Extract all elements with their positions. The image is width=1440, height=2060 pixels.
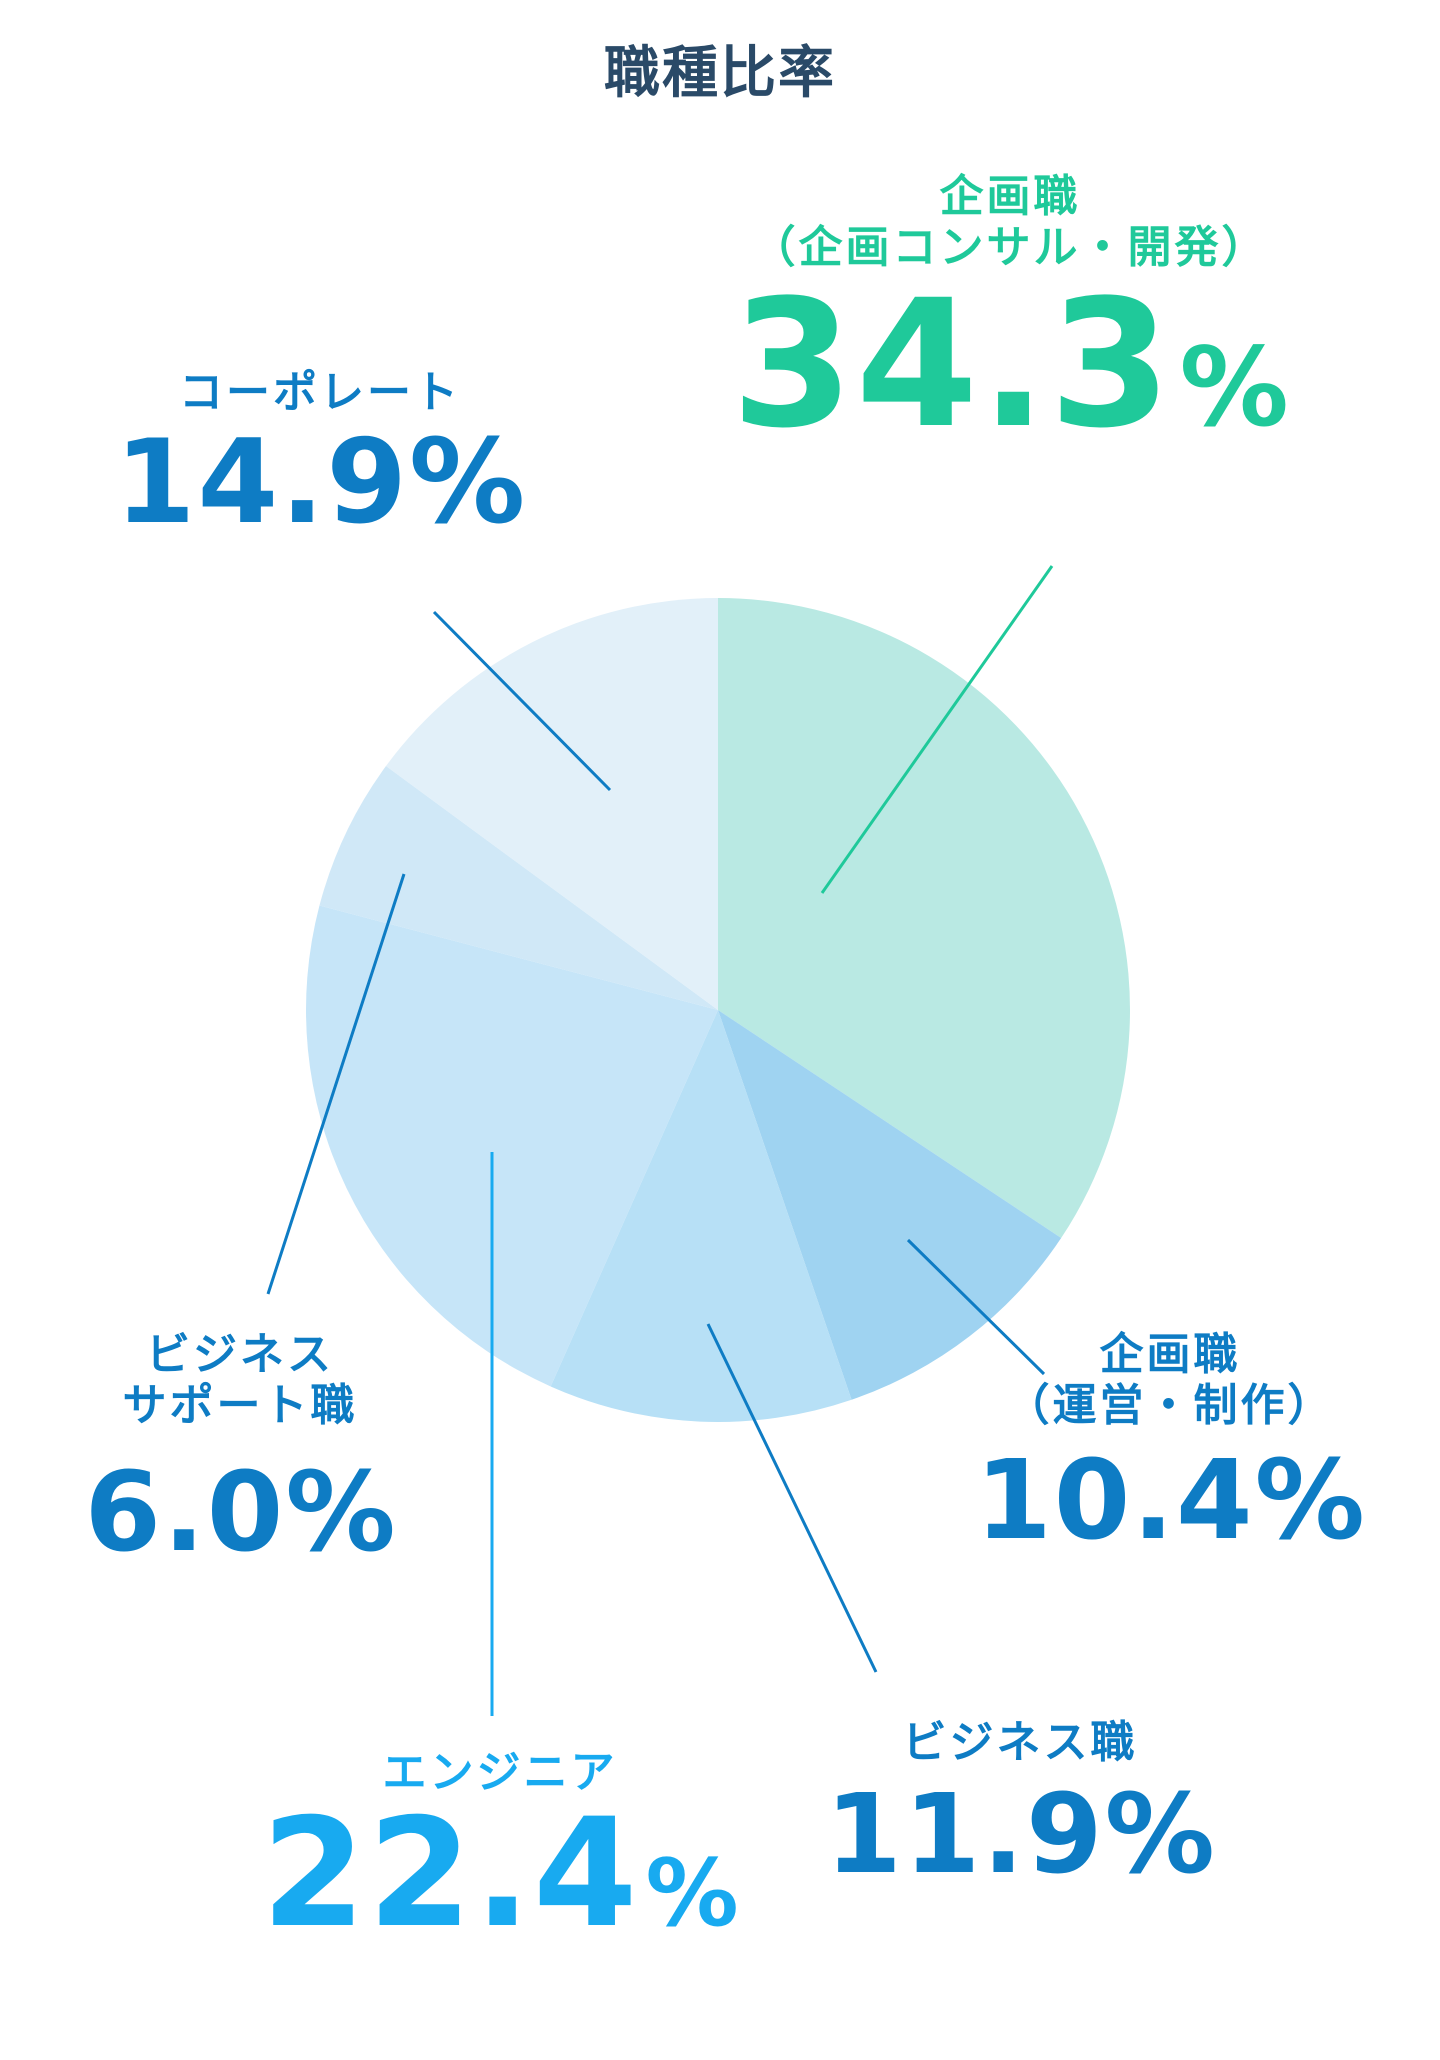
pie-slice-business-support (319, 766, 718, 1010)
slice-name-sub: （企画コンサル・開発） (751, 221, 1269, 273)
pie-slice-business (550, 1010, 852, 1423)
pie-slice-planning-operations (718, 1010, 1062, 1400)
slice-name: 企画職 (939, 171, 1081, 222)
slice-value: 34.3% (660, 277, 1360, 453)
slice-value: 11.9% (760, 1779, 1280, 1889)
slice-value-number: 14.9 (114, 414, 409, 550)
pie-slices (306, 598, 1130, 1423)
leader-line-planning-consulting (820, 565, 1054, 894)
slice-label-business-support: ビジネス サポート職 6.0% (60, 1329, 420, 1567)
pie-slice-engineer (306, 905, 718, 1387)
slice-value: 6.0% (60, 1457, 420, 1567)
slice-label-planning-operations: 企画職 （運営・制作） 10.4% (940, 1329, 1400, 1555)
slice-value: 22.4% (220, 1799, 780, 1949)
slice-value-unit: % (408, 414, 526, 550)
pie-slice-corporate (385, 598, 718, 1010)
slice-name: エンジニア (382, 1747, 618, 1798)
slice-value-number: 34.3 (731, 262, 1174, 468)
slice-label-planning-consulting: 企画職 （企画コンサル・開発） 34.3% (660, 171, 1360, 453)
slice-name: 企画職 (1099, 1329, 1241, 1380)
slice-value: 10.4% (940, 1445, 1400, 1555)
slice-name: コーポレート (179, 367, 461, 418)
slice-value-number: 10.4 (975, 1436, 1255, 1565)
slice-value-unit: % (285, 1448, 396, 1577)
chart-title: 職種比率 (604, 41, 836, 106)
slice-name-sub: （運営・制作） (1005, 1379, 1335, 1431)
slice-value: 14.9% (90, 424, 550, 541)
slice-name: ビジネス (146, 1329, 334, 1380)
slice-name-sub: サポート職 (122, 1379, 358, 1431)
slice-label-corporate: コーポレート 14.9% (90, 367, 550, 541)
leader-line-business-support (266, 873, 406, 1295)
leader-lines (266, 565, 1054, 1716)
slice-value-unit: % (645, 1838, 739, 1947)
slice-name: ビジネス職 (902, 1717, 1138, 1768)
slice-value-unit: % (1104, 1769, 1215, 1898)
leader-line-business (706, 1323, 878, 1673)
leader-line-planning-operations (906, 1238, 1046, 1376)
leader-line-corporate (432, 610, 612, 792)
slice-label-engineer: エンジニア 22.4% (220, 1747, 780, 1949)
pie-slice-planning-consulting (718, 598, 1130, 1239)
slice-value-number: 11.9 (825, 1769, 1105, 1898)
slice-label-business: ビジネス職 11.9% (760, 1717, 1280, 1889)
slice-value-number: 22.4 (261, 1786, 640, 1961)
slice-value-unit: % (1179, 324, 1289, 452)
slice-value-number: 6.0 (84, 1448, 286, 1577)
slice-value-unit: % (1254, 1436, 1365, 1565)
